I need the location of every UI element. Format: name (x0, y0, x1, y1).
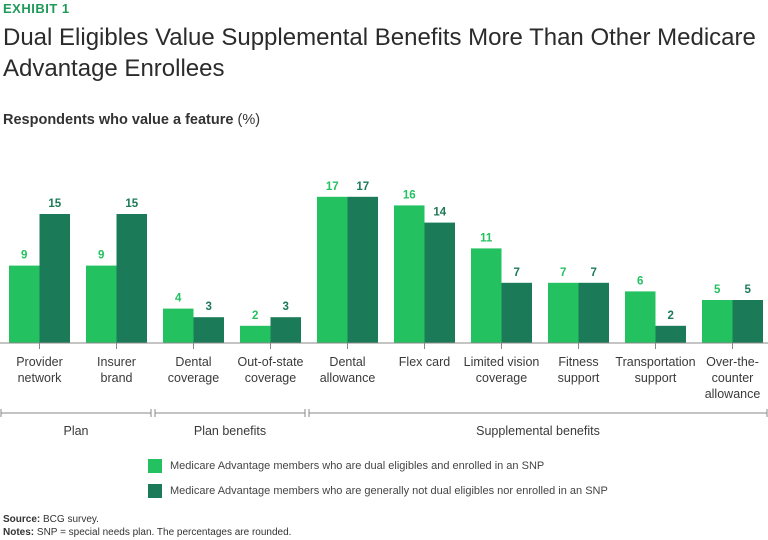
legend-swatch-dual (148, 459, 162, 473)
bar-1-9 (702, 300, 733, 343)
category-label-8-1: support (635, 371, 677, 385)
category-label-0-0: Provider (16, 355, 63, 369)
category-label-9-1: counter (712, 371, 754, 385)
category-label-2-0: Dental (175, 355, 211, 369)
category-label-1-1: brand (101, 371, 133, 385)
notes-text: SNP = special needs plan. The percentage… (36, 527, 292, 538)
value-label-1-9: 5 (714, 284, 721, 296)
value-label-1-5: 16 (403, 189, 416, 201)
value-label-2-9: 5 (745, 284, 752, 296)
bar-2-7 (578, 282, 609, 343)
bar-2-1 (116, 214, 147, 343)
bar-1-1 (86, 265, 117, 343)
category-label-4-1: allowance (320, 371, 376, 385)
bar-1-3 (240, 325, 271, 343)
value-label-2-4: 17 (356, 181, 369, 193)
subtitle-main: Respondents who value a feature (3, 112, 234, 128)
bar-2-3 (270, 317, 301, 343)
category-label-6-0: Limited vision (464, 355, 540, 369)
bar-2-8 (655, 325, 686, 343)
legend-label-dual: Medicare Advantage members who are dual … (170, 459, 545, 472)
value-label-1-6: 11 (480, 232, 493, 244)
value-label-1-7: 7 (560, 267, 566, 279)
category-label-9-2: allowance (705, 387, 761, 401)
category-label-7-0: Fitness (558, 355, 598, 369)
value-label-2-1: 15 (125, 198, 138, 210)
source-note: Source: BCG survey. (3, 514, 99, 525)
category-label-0-1: network (18, 371, 63, 385)
value-label-2-5: 14 (433, 207, 446, 219)
bar-1-8 (625, 291, 656, 343)
group-label-1: Plan benefits (194, 424, 266, 438)
value-label-1-1: 9 (98, 250, 104, 262)
group-label-2: Supplemental benefits (476, 424, 600, 438)
value-label-2-7: 7 (591, 267, 597, 279)
bar-2-0 (39, 214, 70, 343)
value-label-1-3: 2 (252, 310, 258, 322)
legend-item-dual: Medicare Advantage members who are dual … (148, 459, 544, 473)
subtitle-unit: (%) (237, 112, 261, 128)
notes-label: Notes: (3, 527, 35, 538)
value-label-2-6: 7 (514, 267, 520, 279)
source-label: Source: (3, 514, 41, 525)
source-text: BCG survey. (43, 514, 99, 525)
value-label-1-2: 4 (175, 293, 182, 305)
category-label-6-1: coverage (476, 371, 527, 385)
exhibit-label: EXHIBIT 1 (3, 1, 70, 16)
legend-label-nondual: Medicare Advantage members who are gener… (170, 484, 608, 497)
notes-note: Notes: SNP = special needs plan. The per… (3, 527, 291, 538)
category-label-4-0: Dental (329, 355, 365, 369)
bar-1-4 (317, 196, 348, 343)
category-label-5-0: Flex card (399, 355, 450, 369)
category-label-3-1: coverage (245, 371, 296, 385)
category-label-1-0: Insurer (97, 355, 136, 369)
bar-2-2 (193, 317, 224, 343)
value-label-2-2: 3 (206, 301, 212, 313)
legend-swatch-nondual (148, 484, 162, 498)
category-label-3-0: Out-of-state (238, 355, 304, 369)
bar-1-6 (471, 248, 502, 343)
chart-subtitle: Respondents who value a feature (%) (3, 112, 260, 128)
category-label-2-1: coverage (168, 371, 219, 385)
bar-chart: 9 15 Provider network 9 15 Insurer brand 4 3 Denta… (0, 181, 768, 438)
value-label-2-8: 2 (668, 310, 674, 322)
value-label-1-4: 17 (326, 181, 339, 193)
value-label-1-0: 9 (21, 250, 27, 262)
value-label-2-0: 15 (48, 198, 61, 210)
category-label-8-0: Transportation (615, 355, 695, 369)
bar-1-0 (9, 265, 40, 343)
value-label-2-3: 3 (283, 301, 289, 313)
value-label-1-8: 6 (637, 275, 643, 287)
chart-title: Dual Eligibles Value Supplemental Benefi… (3, 24, 756, 82)
bar-1-5 (394, 205, 425, 343)
category-label-9-0: Over-the- (706, 355, 759, 369)
bar-1-7 (548, 282, 579, 343)
category-label-7-1: support (558, 371, 600, 385)
bar-2-9 (732, 300, 763, 343)
bar-2-5 (424, 222, 455, 343)
bar-2-6 (501, 282, 532, 343)
bar-1-2 (163, 308, 194, 343)
bar-2-4 (347, 196, 378, 343)
legend-item-nondual: Medicare Advantage members who are gener… (148, 484, 608, 498)
group-label-0: Plan (63, 424, 88, 438)
